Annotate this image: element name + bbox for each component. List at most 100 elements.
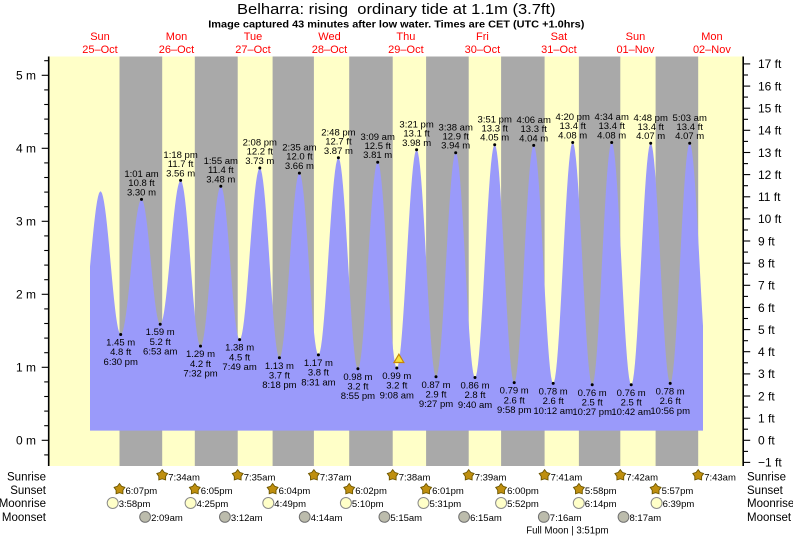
svg-text:3.73 m: 3.73 m <box>245 156 274 167</box>
svg-text:2:08 pm: 2:08 pm <box>243 138 277 149</box>
svg-text:12.5 ft: 12.5 ft <box>364 141 391 152</box>
svg-text:Image captured 43 minutes afte: Image captured 43 minutes after low wate… <box>208 19 584 31</box>
svg-text:2 m: 2 m <box>16 288 36 302</box>
svg-text:31–Oct: 31–Oct <box>541 44 576 56</box>
svg-text:3:09 am: 3:09 am <box>361 132 395 143</box>
svg-text:3.87 m: 3.87 m <box>324 146 353 157</box>
svg-text:3.81 m: 3.81 m <box>363 150 392 161</box>
svg-text:3.8 ft: 3.8 ft <box>308 368 329 379</box>
svg-text:0.76 m: 0.76 m <box>578 388 607 399</box>
svg-text:0 ft: 0 ft <box>758 434 775 448</box>
svg-text:1.29 m: 1.29 m <box>186 349 215 360</box>
svg-text:4:25pm: 4:25pm <box>197 499 229 510</box>
svg-text:Sunrise: Sunrise <box>747 471 786 483</box>
svg-text:3.66 m: 3.66 m <box>285 161 314 172</box>
svg-text:5:15am: 5:15am <box>390 513 422 524</box>
svg-text:Sunrise: Sunrise <box>7 471 46 483</box>
svg-text:4.08 m: 4.08 m <box>597 131 626 142</box>
svg-text:1.59 m: 1.59 m <box>146 327 175 338</box>
svg-text:2:09am: 2:09am <box>151 513 183 524</box>
svg-text:10:27 pm: 10:27 pm <box>572 407 612 418</box>
svg-text:3.7 ft: 3.7 ft <box>269 371 290 382</box>
svg-text:5:10pm: 5:10pm <box>352 499 384 510</box>
svg-text:17 ft: 17 ft <box>758 57 782 71</box>
svg-text:0.87 m: 0.87 m <box>421 380 450 391</box>
svg-text:6:30 pm: 6:30 pm <box>104 357 138 368</box>
svg-text:0 m: 0 m <box>16 434 36 448</box>
svg-text:7:49 am: 7:49 am <box>222 362 256 373</box>
svg-text:4.07 m: 4.07 m <box>675 131 704 142</box>
svg-text:6:01pm: 6:01pm <box>432 486 464 497</box>
svg-text:4 ft: 4 ft <box>758 345 775 359</box>
svg-text:7:39am: 7:39am <box>475 472 507 483</box>
svg-text:4 m: 4 m <box>16 142 36 156</box>
svg-text:0.78 m: 0.78 m <box>656 386 685 397</box>
svg-text:1:01 am: 1:01 am <box>124 169 158 180</box>
svg-text:Moonrise: Moonrise <box>0 498 46 510</box>
svg-text:8:31 am: 8:31 am <box>301 377 335 388</box>
svg-text:13.4 ft: 13.4 ft <box>637 122 664 133</box>
svg-text:13.4 ft: 13.4 ft <box>598 121 625 132</box>
svg-text:11.7 ft: 11.7 ft <box>168 159 194 170</box>
svg-text:0.76 m: 0.76 m <box>617 388 646 399</box>
svg-text:11.4 ft: 11.4 ft <box>208 165 234 176</box>
svg-text:12.7 ft: 12.7 ft <box>325 136 352 147</box>
svg-text:10:56 pm: 10:56 pm <box>650 406 690 417</box>
svg-text:3:12am: 3:12am <box>231 513 263 524</box>
svg-text:5.2 ft: 5.2 ft <box>150 337 171 348</box>
svg-text:28–Oct: 28–Oct <box>312 44 347 56</box>
svg-text:7:34am: 7:34am <box>168 472 200 483</box>
svg-text:5:03 am: 5:03 am <box>673 113 707 124</box>
svg-text:4:34 am: 4:34 am <box>595 112 629 123</box>
svg-text:13.4 ft: 13.4 ft <box>559 121 586 132</box>
svg-text:7:42am: 7:42am <box>626 472 658 483</box>
svg-text:5:52pm: 5:52pm <box>507 499 539 510</box>
svg-text:1 ft: 1 ft <box>758 412 775 426</box>
svg-text:2.5 ft: 2.5 ft <box>582 398 603 409</box>
svg-text:6:04pm: 6:04pm <box>279 486 311 497</box>
svg-text:16 ft: 16 ft <box>758 79 782 93</box>
svg-text:4:49pm: 4:49pm <box>274 499 306 510</box>
svg-text:3:38 am: 3:38 am <box>439 122 473 133</box>
svg-text:Full Moon | 3:51pm: Full Moon | 3:51pm <box>526 526 608 537</box>
svg-text:5 m: 5 m <box>16 69 36 83</box>
svg-text:0.86 m: 0.86 m <box>460 381 489 392</box>
svg-text:Sunset: Sunset <box>10 485 47 497</box>
svg-text:10 ft: 10 ft <box>758 212 782 226</box>
svg-text:8:18 pm: 8:18 pm <box>262 380 296 391</box>
svg-text:10:12 am: 10:12 am <box>533 406 573 417</box>
svg-text:7:43am: 7:43am <box>704 472 736 483</box>
svg-text:2.6 ft: 2.6 ft <box>504 395 525 406</box>
svg-text:Sat: Sat <box>551 31 568 43</box>
svg-text:5:31pm: 5:31pm <box>430 499 462 510</box>
svg-text:4.05 m: 4.05 m <box>480 133 509 144</box>
svg-text:4.08 m: 4.08 m <box>558 131 587 142</box>
svg-text:Fri: Fri <box>476 31 489 43</box>
svg-text:7:16am: 7:16am <box>550 513 582 524</box>
svg-text:12.0 ft: 12.0 ft <box>286 152 313 163</box>
svg-text:2 ft: 2 ft <box>758 389 775 403</box>
svg-text:2.6 ft: 2.6 ft <box>543 396 564 407</box>
svg-text:5 ft: 5 ft <box>758 323 775 337</box>
svg-text:6 ft: 6 ft <box>758 301 775 315</box>
svg-text:3 ft: 3 ft <box>758 367 775 381</box>
svg-text:9:08 am: 9:08 am <box>380 390 414 401</box>
svg-text:Moonset: Moonset <box>747 512 792 524</box>
svg-text:5:57pm: 5:57pm <box>662 486 694 497</box>
svg-text:1.13 m: 1.13 m <box>265 361 294 372</box>
svg-text:6:14pm: 6:14pm <box>585 499 617 510</box>
svg-text:6:07pm: 6:07pm <box>126 486 158 497</box>
svg-text:7:38am: 7:38am <box>399 472 431 483</box>
svg-text:3:58pm: 3:58pm <box>119 499 151 510</box>
svg-text:02–Nov: 02–Nov <box>693 44 731 56</box>
svg-text:3.48 m: 3.48 m <box>206 174 235 185</box>
svg-text:2:48 pm: 2:48 pm <box>321 127 355 138</box>
svg-text:0.99 m: 0.99 m <box>382 371 411 382</box>
svg-text:Wed: Wed <box>318 31 340 43</box>
svg-text:10.8 ft: 10.8 ft <box>128 178 155 189</box>
svg-text:1 m: 1 m <box>16 361 36 375</box>
svg-text:0.79 m: 0.79 m <box>500 386 529 397</box>
svg-text:4:20 pm: 4:20 pm <box>556 112 590 123</box>
svg-text:3 m: 3 m <box>16 215 36 229</box>
svg-text:Moonset: Moonset <box>2 512 47 524</box>
